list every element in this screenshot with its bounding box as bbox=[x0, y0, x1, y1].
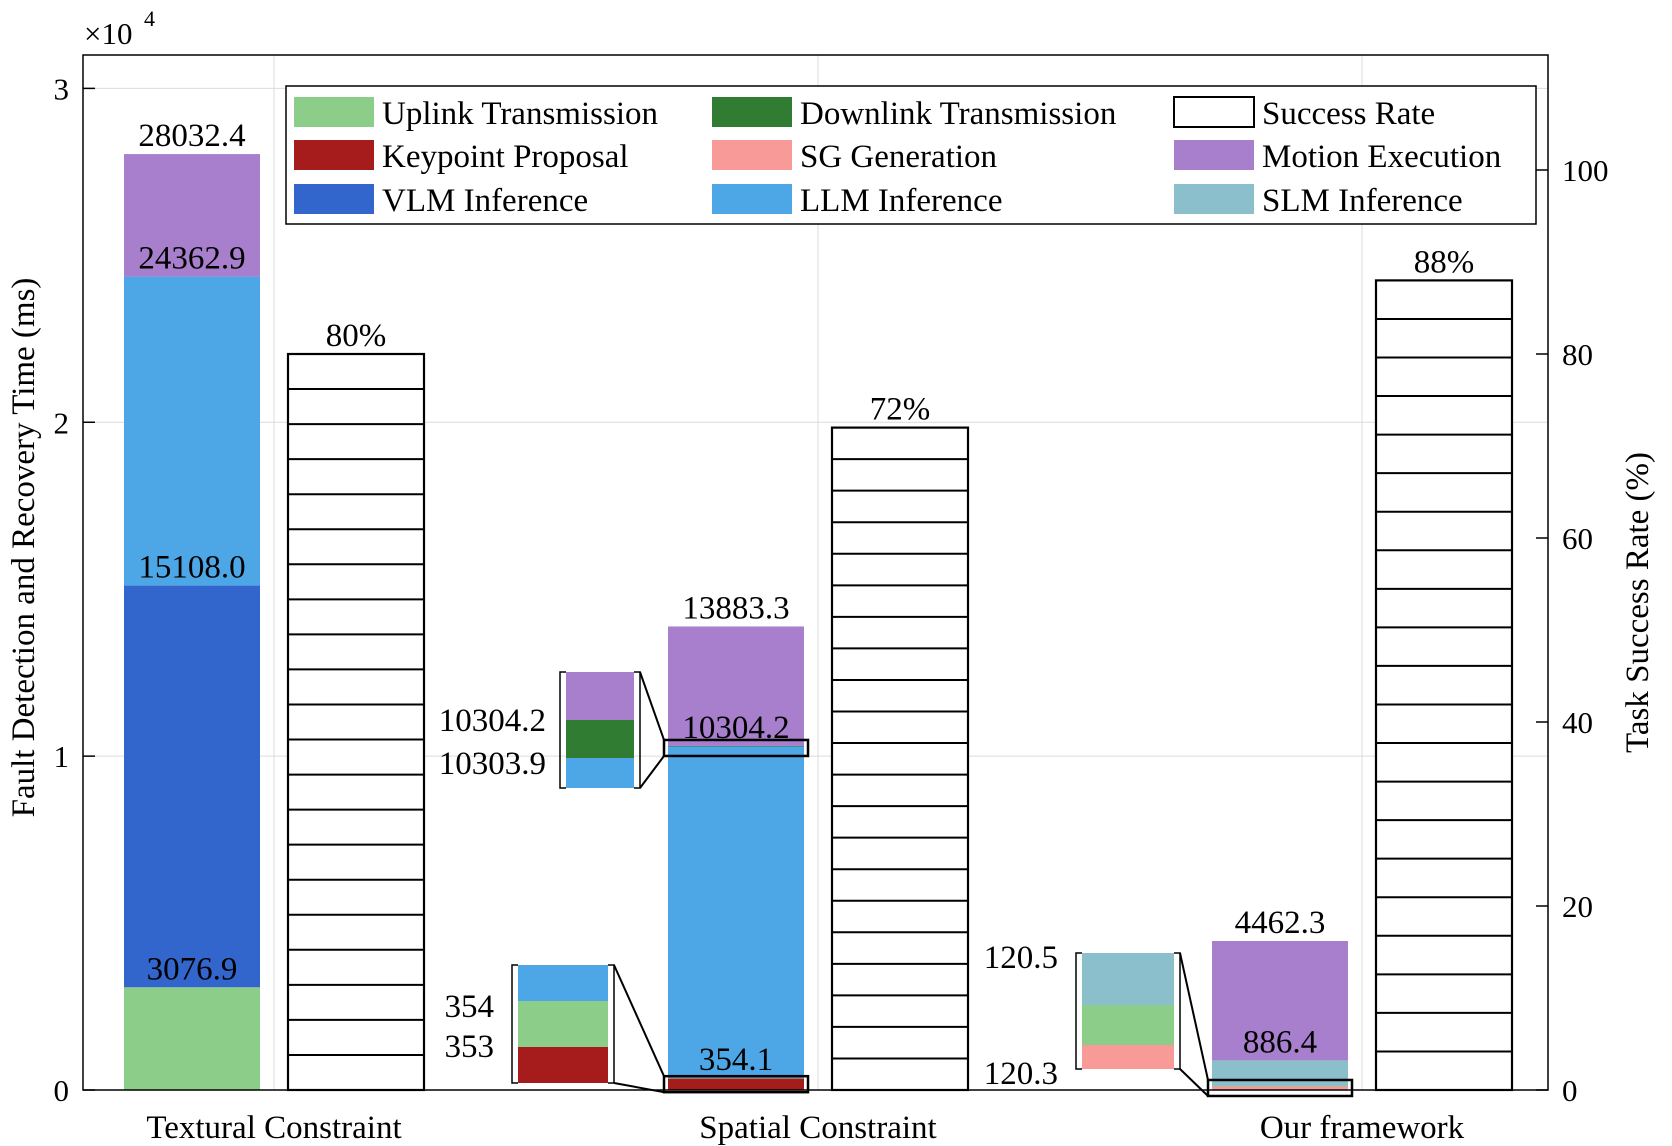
legend-label-uplink: Uplink Transmission bbox=[382, 96, 658, 132]
inset-segment-uplink bbox=[518, 1001, 608, 1047]
total-time-label: 13883.3 bbox=[682, 590, 789, 626]
inset-bracket bbox=[1174, 952, 1181, 1070]
legend-label-downlink: Downlink Transmission bbox=[800, 96, 1116, 132]
right-tick-label: 20 bbox=[1562, 889, 1593, 924]
legend-swatch-success bbox=[1173, 96, 1255, 128]
inset-bracket bbox=[608, 964, 615, 1084]
bars bbox=[124, 154, 1514, 1092]
cumulative-time-label: 3076.9 bbox=[147, 951, 238, 987]
legend-label-success: Success Rate bbox=[1262, 96, 1435, 132]
right-tick-label: 40 bbox=[1562, 705, 1593, 740]
legend-swatch-keypoint bbox=[294, 140, 374, 170]
right-tick-label: 0 bbox=[1562, 1073, 1578, 1108]
zoom-box bbox=[662, 1074, 810, 1094]
inset-segment-slm bbox=[1082, 953, 1174, 1005]
success-rate-label: 72% bbox=[870, 392, 931, 428]
zoom-box bbox=[662, 738, 810, 758]
left-tick-label: 3 bbox=[54, 71, 70, 106]
inset-segment-sg bbox=[1082, 1045, 1174, 1069]
cumulative-time-label: 354.1 bbox=[699, 1042, 773, 1078]
bar-segment-llm bbox=[668, 745, 804, 1079]
bar-segment-vlm bbox=[124, 585, 260, 988]
total-time-label: 28032.4 bbox=[138, 118, 245, 154]
inset-segment-llm bbox=[518, 965, 608, 1001]
legend-label-sg: SG Generation bbox=[800, 139, 997, 175]
left-axis-title: Fault Detection and Recovery Time (ms) bbox=[6, 278, 42, 818]
inset-connector bbox=[1179, 952, 1209, 1081]
right-tick-label: 100 bbox=[1562, 153, 1609, 188]
inset-bracket bbox=[511, 964, 518, 1084]
right-tick-label: 60 bbox=[1562, 521, 1593, 556]
axis-multiplier: ×10 bbox=[84, 16, 132, 51]
legend-swatch-vlm bbox=[294, 184, 374, 214]
legend-swatch-motion bbox=[1174, 140, 1254, 170]
inset-bracket bbox=[1075, 952, 1082, 1070]
legend-label-keypoint: Keypoint Proposal bbox=[382, 139, 629, 175]
bar-segment-uplink bbox=[668, 1078, 804, 1079]
inset-connector bbox=[639, 755, 665, 789]
success-rate-label: 80% bbox=[326, 318, 387, 354]
left-tick-label: 2 bbox=[54, 405, 70, 440]
legend-box bbox=[285, 85, 1537, 225]
legend-label-motion: Motion Execution bbox=[1262, 139, 1501, 175]
inset-connector bbox=[613, 964, 665, 1077]
bar-segment-keypoint bbox=[668, 1078, 804, 1090]
success-rate-bar bbox=[1374, 279, 1514, 1092]
axis-multiplier-exponent: 4 bbox=[144, 6, 155, 31]
zoom-insets: 354 353 10304.2 10303.9 120.5 120.3 bbox=[439, 671, 1354, 1098]
legend-label-llm: LLM Inference bbox=[800, 183, 1002, 219]
inset-segment-motion bbox=[566, 672, 634, 720]
cumulative-time-label: 24362.9 bbox=[138, 241, 245, 277]
success-rate-bar bbox=[830, 426, 970, 1092]
bar-segment-slm bbox=[1212, 1060, 1348, 1086]
inset-value-label: 353 bbox=[445, 1029, 495, 1065]
legend: Uplink Transmission Downlink Transmission… bbox=[285, 85, 1537, 225]
bar-segment-uplink bbox=[1212, 1085, 1348, 1087]
category-label: Our framework bbox=[1260, 1110, 1465, 1146]
inset-value-label: 120.5 bbox=[984, 940, 1058, 976]
bar-segment-sg bbox=[1212, 1085, 1348, 1090]
legend-swatch-llm bbox=[712, 184, 792, 214]
bar-segment-llm bbox=[124, 276, 260, 586]
bar-segment-uplink bbox=[124, 987, 260, 1090]
inset-connector bbox=[639, 671, 665, 741]
inset-value-label: 10303.9 bbox=[439, 746, 546, 782]
legend-swatch-uplink bbox=[294, 97, 374, 127]
total-time-label: 4462.3 bbox=[1235, 905, 1326, 941]
inset-bracket bbox=[634, 671, 641, 789]
inset-segment-downlink bbox=[566, 720, 634, 758]
category-label: Textural Constraint bbox=[146, 1110, 401, 1146]
plot-frame bbox=[82, 54, 1549, 1091]
legend-label-vlm: VLM Inference bbox=[382, 183, 588, 219]
legend-label-slm: SLM Inference bbox=[1262, 183, 1463, 219]
inset-segment-keypoint bbox=[518, 1047, 608, 1083]
cumulative-time-label: 15108.0 bbox=[138, 550, 245, 586]
left-tick-label: 1 bbox=[54, 739, 70, 774]
zoom-box bbox=[1206, 1078, 1354, 1098]
legend-swatch-downlink bbox=[712, 97, 792, 127]
left-tick-label: 0 bbox=[54, 1073, 70, 1108]
cumulative-time-label: 886.4 bbox=[1243, 1024, 1317, 1060]
success-rate-label: 88% bbox=[1414, 244, 1475, 280]
right-axis-title: Task Success Rate (%) bbox=[1620, 452, 1656, 753]
inset-value-label: 354 bbox=[445, 989, 495, 1025]
inset-bracket bbox=[559, 671, 566, 789]
bar-segment-motion bbox=[668, 626, 804, 746]
success-rate-bar bbox=[286, 352, 426, 1092]
legend-swatch-slm bbox=[1174, 184, 1254, 214]
bar-segment-downlink bbox=[668, 745, 804, 747]
axes: 0 1 2 3 0 20 40 60 80 100 ×10 4 Fault Detection and … bbox=[6, 6, 1656, 1146]
inset-value-label: 120.3 bbox=[984, 1056, 1058, 1092]
inset-segment-uplink bbox=[1082, 1005, 1174, 1045]
inset-connector bbox=[613, 1082, 665, 1094]
legend-swatch-sg bbox=[712, 140, 792, 170]
bar-segment-motion bbox=[1212, 941, 1348, 1061]
bar-segment-motion bbox=[124, 154, 260, 277]
inset-connector bbox=[1179, 1068, 1209, 1097]
inset-value-label: 10304.2 bbox=[439, 703, 546, 739]
category-label: Spatial Constraint bbox=[699, 1110, 936, 1146]
right-tick-label: 80 bbox=[1562, 337, 1593, 372]
inset-segment-llm bbox=[566, 758, 634, 788]
